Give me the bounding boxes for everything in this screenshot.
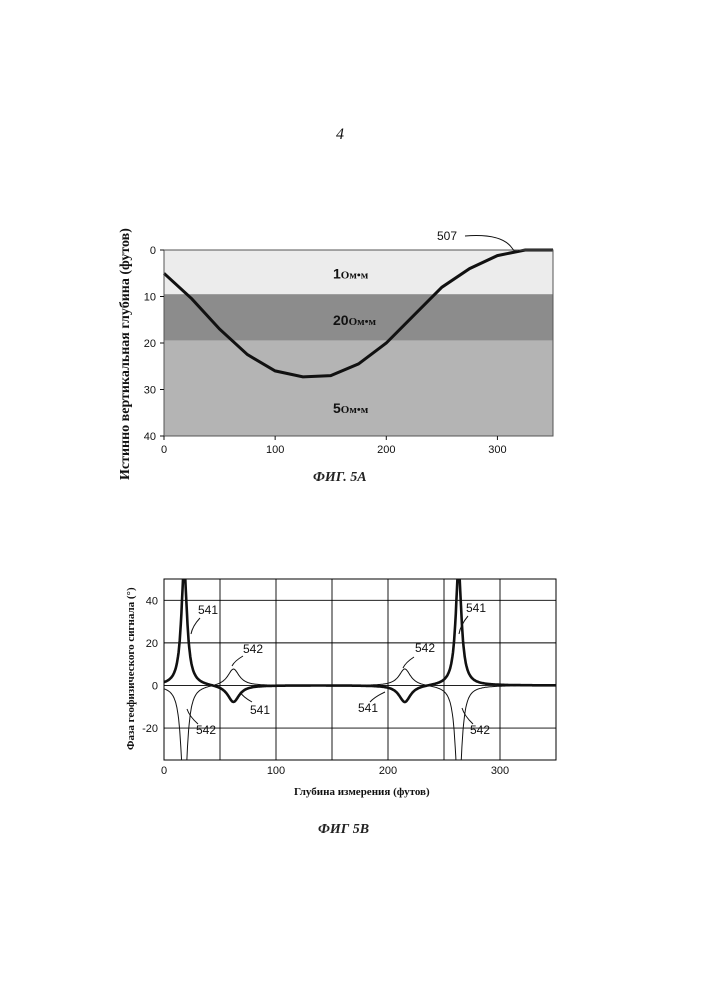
figure-5a: 1Ом•м20Ом•м5Ом•м 0102030400100200300 507… (118, 228, 553, 480)
layer-band-3 (164, 341, 553, 436)
figure-5b-xlabel: Глубина измерения (футов) (294, 786, 430, 798)
y-tick-label: 10 (144, 292, 156, 304)
layer-label-number: 5 (333, 400, 341, 416)
layer-label-unit: Ом•м (341, 404, 369, 416)
series-541-line (164, 569, 556, 702)
y-tick-label: 0 (150, 245, 156, 257)
annotation-541: 541 (466, 601, 486, 615)
annotation-leader (187, 709, 198, 724)
annotation-541: 541 (250, 703, 270, 717)
x-tick-label: 200 (379, 765, 397, 777)
layer-label-unit: Ом•м (349, 316, 377, 328)
figure-5a-ylabel: Истинно вертикальная глубина (футов) (118, 228, 133, 480)
layer-label-number: 20 (333, 312, 349, 328)
x-tick-label: 0 (161, 765, 167, 777)
x-tick-label: 0 (161, 444, 167, 456)
y-tick-label: 40 (144, 431, 156, 443)
annotation-541: 541 (198, 603, 218, 617)
layer-label-number: 1 (333, 265, 341, 281)
annotation-leader (403, 657, 414, 668)
annotation-541: 541 (358, 701, 378, 715)
x-tick-label: 300 (491, 765, 509, 777)
layer-label-unit: Ом•м (341, 269, 369, 281)
x-tick-label: 100 (266, 444, 284, 456)
figure-5a-caption: ФИГ. 5А (313, 470, 367, 486)
annotation-542: 542 (243, 642, 263, 656)
figure-5b-caption: ФИГ 5В (318, 822, 369, 838)
y-tick-label: 20 (146, 638, 158, 650)
x-tick-label: 200 (377, 444, 395, 456)
annotation-542: 542 (196, 723, 216, 737)
y-tick-label: 30 (144, 385, 156, 397)
figure-5b: 40200-200100200300 541542542541541542541… (125, 569, 556, 803)
figure-5b-ylabel: Фаза геофизического сигнала (°) (125, 587, 137, 750)
y-tick-label: 20 (144, 338, 156, 350)
x-tick-label: 100 (267, 765, 285, 777)
annotation-leader (191, 618, 200, 634)
annotation-leader (232, 656, 243, 666)
y-tick-label: 40 (146, 595, 158, 607)
x-tick-label: 300 (488, 444, 506, 456)
figure-5b-grid (164, 579, 556, 760)
annotation-507: 507 (437, 229, 457, 243)
y-tick-label: -20 (142, 723, 158, 735)
y-tick-label: 0 (152, 680, 158, 692)
annotation-542: 542 (415, 641, 435, 655)
annotation-542: 542 (470, 723, 490, 737)
plot-frame (164, 579, 556, 760)
